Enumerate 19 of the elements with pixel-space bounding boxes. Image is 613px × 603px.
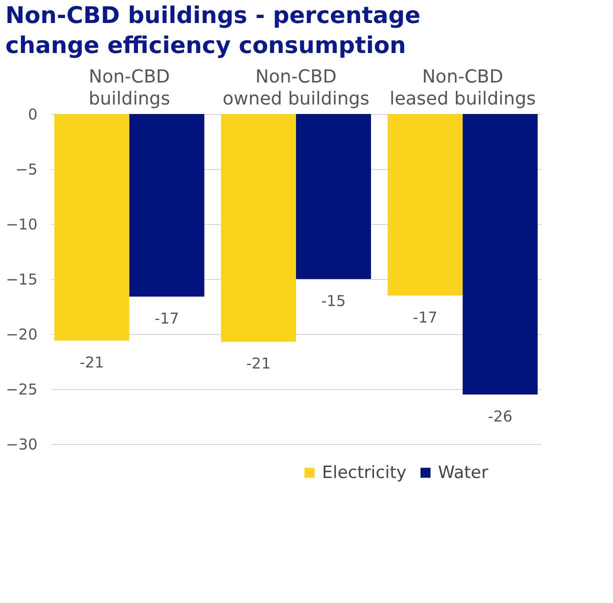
legend-label: Electricity <box>322 462 406 483</box>
y-tick-label: −5 <box>15 160 38 178</box>
legend-label: Water <box>438 462 488 483</box>
y-tick-label: −10 <box>6 216 38 234</box>
data-label: -17 <box>154 310 180 328</box>
y-tick-label: 0 <box>28 106 38 124</box>
y-tick-label: −20 <box>6 326 38 344</box>
x-tick-label: Non-CBD leased buildings <box>390 66 536 110</box>
data-label: -21 <box>246 354 271 373</box>
chart-title: Non-CBD buildings - percentage change efficiency consumption <box>5 3 420 59</box>
data-label: -26 <box>488 408 512 426</box>
y-tick-label: −30 <box>6 436 38 454</box>
x-tick-label: Non-CBD owned buildings <box>222 66 370 110</box>
y-tick-label: −25 <box>6 380 38 398</box>
data-label: -15 <box>321 292 346 310</box>
data-label: -21 <box>80 354 104 372</box>
data-label: -17 <box>412 308 438 326</box>
y-tick-label: −15 <box>6 270 38 288</box>
x-tick-label: Non-CBD buildings <box>88 66 170 110</box>
